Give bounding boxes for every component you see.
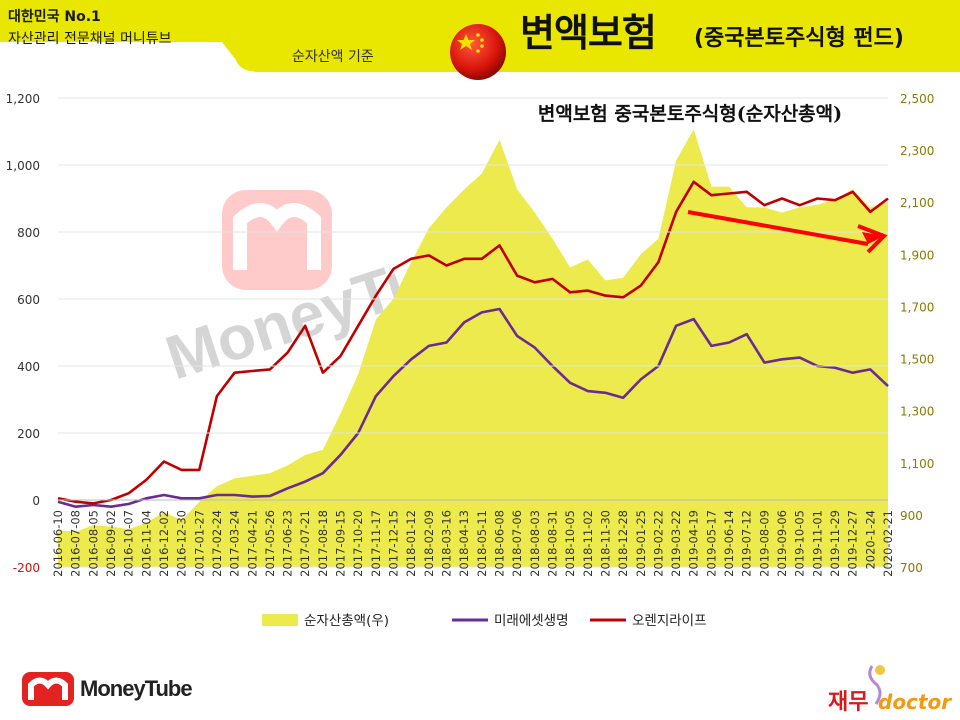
x-tick-label: 2017-10-20: [351, 510, 365, 577]
x-tick-label: 2017-04-21: [245, 510, 259, 577]
y-left-tick-label: -200: [13, 561, 40, 575]
trend-arrow: [687, 210, 888, 254]
x-tick-label: 2019-11-29: [828, 510, 842, 577]
x-tick-label: 2017-06-23: [281, 510, 295, 577]
y-right-tick-label: 700: [900, 561, 923, 575]
moneytube-logo-icon: [22, 672, 74, 706]
x-tick-label: 2018-10-05: [563, 510, 577, 577]
x-tick-label: 2019-02-22: [651, 510, 665, 577]
x-tick-label: 2019-01-25: [634, 510, 648, 577]
legend-swatch: [262, 614, 298, 626]
x-tick-label: 2017-12-15: [387, 510, 401, 577]
doctor-logo-english: doctor: [878, 690, 952, 714]
x-tick-label: 2016-08-05: [86, 510, 100, 577]
brand-line-1: 대한민국 No.1: [8, 9, 101, 25]
x-tick-label: 2017-07-21: [298, 510, 312, 577]
page-subtitle: (중국본토주식형 펀드): [694, 26, 904, 51]
x-tick-label: 2018-06-08: [492, 510, 506, 577]
y-left-tick-label: 200: [17, 427, 40, 441]
x-tick-label: 2019-09-06: [775, 510, 789, 577]
x-tick-label: 2020-02-21: [881, 510, 895, 577]
y-right-tick-label: 1,500: [900, 353, 934, 367]
x-tick-label: 2018-02-09: [422, 510, 436, 577]
y-right-tick-label: 2,500: [900, 92, 934, 106]
x-tick-label: 2020-1-24: [863, 510, 877, 570]
y-right-tick-label: 1,100: [900, 457, 934, 471]
x-tick-label: 2019-11-01: [810, 510, 824, 577]
y-right-tick-label: 900: [900, 509, 923, 523]
moneytube-logo-text: MoneyTube: [80, 676, 193, 701]
x-tick-label: 2018-08-03: [528, 510, 542, 577]
area-series-net-assets: [58, 129, 888, 568]
y-left-tick-label: 1,200: [6, 92, 40, 106]
y-left-tick-label: 600: [17, 293, 40, 307]
x-tick-label: 2019-04-19: [687, 510, 701, 577]
x-tick-label: 2018-08-31: [545, 510, 559, 577]
x-tick-label: 2019-10-05: [793, 510, 807, 577]
x-tick-label: 2018-12-28: [616, 510, 630, 577]
x-tick-label: 2016-06-10: [51, 510, 65, 577]
x-tick-label: 2019-03-22: [669, 510, 683, 577]
page-title: 변액보험: [520, 11, 657, 55]
y-left-tick-label: 800: [17, 226, 40, 240]
y-right-tick-label: 2,100: [900, 196, 934, 210]
x-tick-label: 2018-11-30: [598, 510, 612, 577]
y-right-tick-label: 1,900: [900, 248, 934, 262]
x-tick-label: 2017-09-15: [334, 510, 348, 577]
line-series-mirae: [57, 307, 889, 508]
y-right-tick-label: 1,300: [900, 405, 934, 419]
x-tick-label: 2018-11-02: [581, 510, 595, 577]
y-left-tick-label: 0: [32, 494, 40, 508]
plot-area: [57, 129, 889, 568]
china-flag-icon: [450, 24, 506, 80]
y-left-tick-label: 400: [17, 360, 40, 374]
line-series-orange-life: [57, 180, 889, 505]
x-tick-label: 2017-08-18: [316, 510, 330, 577]
x-tick-label: 2019-08-09: [757, 510, 771, 577]
x-tick-label: 2016-07-08: [69, 510, 83, 577]
x-tick-label: 2019-06-14: [722, 510, 736, 577]
y-right-tick-label: 1,700: [900, 300, 934, 314]
legend: 순자산총액(우) 미래에셋생명 오렌지라이프: [262, 613, 707, 629]
x-tick-label: 2017-05-26: [263, 510, 277, 577]
legend-label: 순자산총액(우): [304, 613, 389, 629]
legend-label: 미래에셋생명: [494, 613, 569, 629]
x-tick-label: 2019-05-17: [704, 510, 718, 577]
doctor-logo-korean: 재무: [828, 690, 869, 715]
x-tick-label: 2018-07-06: [510, 510, 524, 577]
y-right-tick-label: 2,300: [900, 144, 934, 158]
x-tick-label: 2016-12-02: [157, 510, 171, 577]
y-left-tick-label: 1,000: [6, 159, 40, 173]
x-tick-label: 2018-03-16: [440, 510, 454, 577]
x-tick-label: 2018-01-12: [404, 510, 418, 577]
doctor-logo-icon: [868, 665, 885, 705]
x-tick-label: 2019-12-27: [846, 510, 860, 577]
x-tick-label: 2016-09-02: [104, 510, 118, 577]
x-tick-label: 2016-10-07: [122, 510, 136, 577]
brand-line-2: 자산관리 전문채널 머니튜브: [8, 31, 172, 47]
x-tick-label: 2017-01-27: [192, 510, 206, 577]
x-tick-label: 2016-11-04: [139, 510, 153, 577]
x-tick-label: 2017-11-17: [369, 510, 383, 577]
x-tick-label: 2017-02-24: [210, 510, 224, 577]
x-tick-label: 2016-12-30: [175, 510, 189, 577]
axes: -200 0 200 400 600 800 1,000 1,200 700 900 1,100 1,…: [6, 92, 935, 577]
legend-label: 오렌지라이프: [632, 613, 707, 629]
x-tick-label: 2019-07-12: [740, 510, 754, 577]
x-tick-label: 2018-04-13: [457, 510, 471, 577]
basis-label: 순자산액 기준: [292, 49, 374, 65]
chart-title: 변액보험 중국본토주식형(순자산총액): [538, 103, 842, 125]
x-tick-label: 2018-05-11: [475, 510, 489, 577]
x-tick-label: 2017-03-24: [228, 510, 242, 577]
